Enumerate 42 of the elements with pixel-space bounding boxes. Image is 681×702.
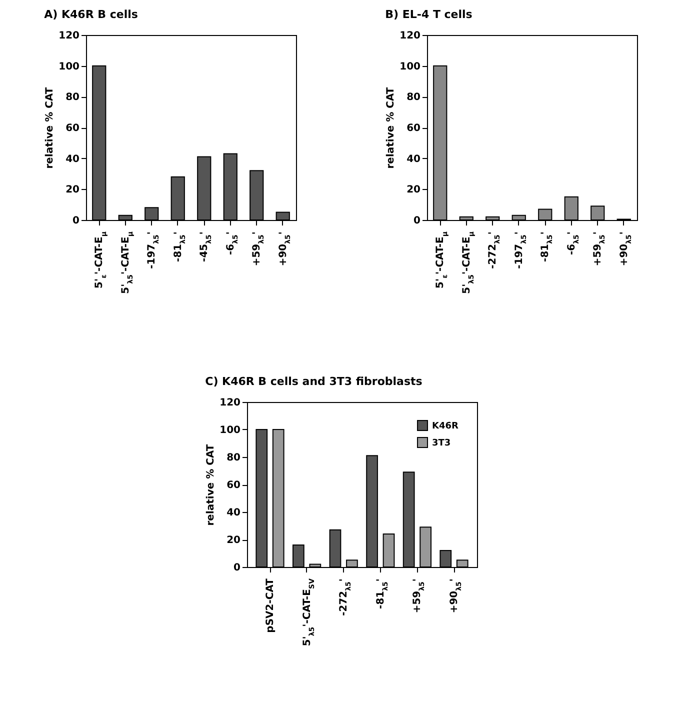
bar <box>292 544 304 568</box>
bar <box>308 564 321 568</box>
bar <box>402 472 414 568</box>
y-tick-label: 80 <box>66 92 80 104</box>
y-tick-label: 40 <box>406 154 420 165</box>
y-tick-label: 0 <box>413 216 420 226</box>
bar <box>439 550 452 568</box>
bar <box>328 529 341 568</box>
bar <box>366 455 378 568</box>
legend-label: K46R <box>432 422 458 432</box>
y-tick-label: 80 <box>406 92 420 104</box>
y-tick-label: 100 <box>399 61 420 72</box>
bar <box>419 526 431 568</box>
y-tick-label: 60 <box>66 123 80 134</box>
chart-title: B) EL-4 T cells <box>384 8 473 21</box>
y-tick-label: 40 <box>66 154 80 165</box>
y-tick-label: 0 <box>233 562 240 574</box>
y-tick-label: 120 <box>219 398 240 408</box>
bar <box>382 534 394 568</box>
y-axis-title: relative % CAT <box>44 87 56 169</box>
x-tick-label: pSV2-CAT <box>264 578 276 633</box>
y-tick-label: 120 <box>399 30 420 42</box>
legend-label: 3T3 <box>432 438 450 448</box>
y-tick-label: 20 <box>406 184 420 196</box>
y-tick-label: 20 <box>66 184 80 196</box>
y-tick-label: 60 <box>406 123 420 134</box>
y-tick-label: 100 <box>219 425 240 436</box>
y-tick-label: 0 <box>72 216 80 226</box>
bar <box>255 429 268 568</box>
y-tick-label: 100 <box>58 61 80 72</box>
chart-title: A) K46R B cells <box>44 8 139 21</box>
bar <box>272 429 284 568</box>
bar <box>456 560 468 568</box>
y-tick-label: 40 <box>226 508 240 518</box>
y-axis-title: relative % CAT <box>385 87 396 169</box>
y-tick-label: 60 <box>226 480 240 491</box>
bar <box>346 560 358 568</box>
y-tick-label: 120 <box>58 30 80 42</box>
y-tick-label: 20 <box>226 535 240 546</box>
chart-title: C) K46R B cells and 3T3 fibroblasts <box>204 375 422 388</box>
y-tick-label: 80 <box>226 452 240 464</box>
y-axis-title: relative % CAT <box>205 444 216 526</box>
